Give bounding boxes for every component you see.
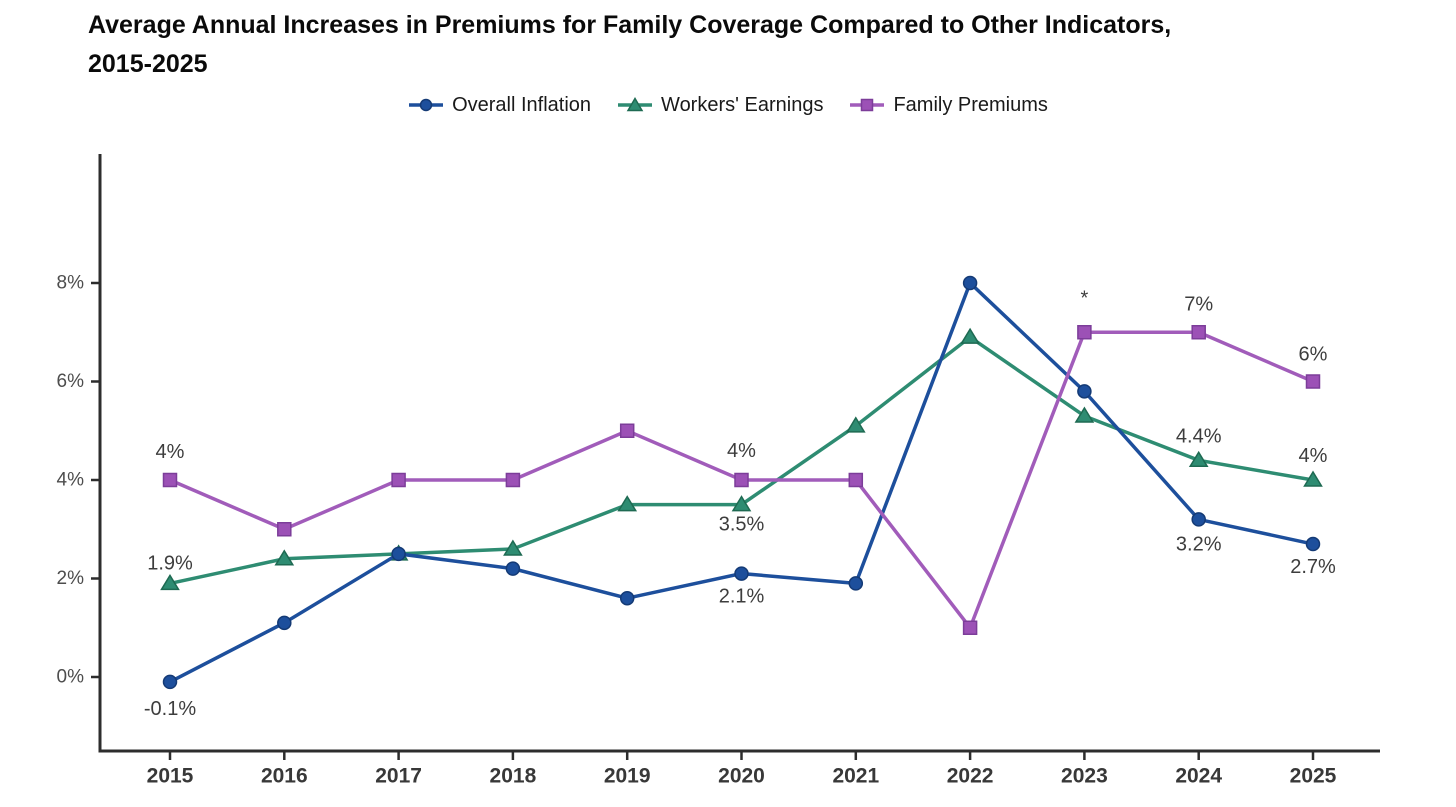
x-tick-label: 2017 [375, 765, 422, 788]
data-point-triangle [731, 495, 752, 512]
data-point-circle [1305, 536, 1321, 552]
legend-item-family-premiums: Family Premiums [849, 93, 1048, 117]
x-tick-label: 2019 [604, 765, 651, 788]
legend-marker-square-icon [850, 98, 885, 112]
point-label: 3.2% [1176, 533, 1222, 555]
chart-title-line2: 2015-2025 [88, 50, 208, 78]
x-tick-label: 2024 [1175, 765, 1222, 788]
chart-legend: Overall Inflation Workers' Earnings Family… [0, 90, 1456, 120]
chart-title: Average Annual Increases in Premiums for… [88, 6, 1428, 84]
legend-marker-circle-icon [409, 98, 444, 112]
legend-item-overall-inflation: Overall Inflation [408, 94, 591, 117]
point-label: 2.1% [719, 586, 765, 608]
legend-label: Overall Inflation [452, 93, 592, 116]
y-tick-label: 2% [57, 568, 85, 589]
point-label: -0.1% [144, 698, 196, 720]
point-label: 1.9% [147, 552, 193, 574]
data-point-square [162, 472, 178, 488]
data-point-circle [1191, 512, 1206, 527]
data-point-square [848, 472, 864, 488]
data-point-triangle [1188, 450, 1209, 468]
data-point-circle [734, 566, 749, 581]
data-point-triangle [617, 495, 638, 512]
x-tick-label: 2023 [1061, 765, 1108, 788]
legend-label: Workers' Earnings [661, 93, 824, 116]
legend-marker-triangle-icon [618, 97, 653, 112]
data-point-triangle [160, 573, 180, 591]
data-point-square [734, 472, 749, 488]
y-tick-label: 6% [57, 371, 85, 392]
point-label: 2.7% [1290, 556, 1336, 578]
point-label: 4.4% [1176, 425, 1222, 447]
point-label: 7% [1184, 293, 1213, 315]
point-label: 4% [727, 440, 756, 462]
x-tick-label: 2018 [490, 765, 537, 788]
x-tick-label: 2020 [718, 765, 765, 788]
data-point-circle [505, 561, 521, 576]
data-point-square [391, 472, 406, 488]
data-point-triangle [1303, 470, 1323, 487]
point-label: * [1081, 287, 1089, 309]
data-point-square [619, 423, 635, 438]
x-tick-label: 2025 [1290, 765, 1337, 788]
legend-item-workers-earnings: Workers' Earnings [617, 94, 823, 117]
point-label: 4% [156, 441, 185, 463]
point-label: 4% [1299, 445, 1328, 467]
data-point-triangle [960, 327, 980, 344]
data-point-circle [162, 674, 178, 690]
data-point-triangle [503, 539, 523, 556]
data-point-circle [619, 590, 635, 606]
data-point-triangle [845, 416, 866, 433]
point-label: 6% [1299, 344, 1328, 366]
y-tick-label: 0% [57, 667, 85, 688]
data-point-square [1305, 374, 1321, 389]
y-tick-label: 8% [57, 273, 85, 294]
data-point-circle [962, 275, 978, 291]
legend-label: Family Premiums [893, 93, 1048, 116]
data-point-square [962, 620, 978, 635]
data-point-circle [848, 576, 864, 591]
data-point-square [1191, 325, 1206, 340]
data-point-square [505, 472, 521, 488]
data-point-triangle [274, 549, 295, 566]
data-point-square [1077, 325, 1092, 340]
point-label: 3.5% [719, 514, 765, 536]
x-tick-label: 2021 [832, 765, 879, 788]
data-point-triangle [1074, 406, 1095, 423]
x-tick-label: 2015 [147, 765, 194, 788]
data-point-circle [1077, 384, 1092, 399]
data-point-circle [391, 546, 406, 562]
x-tick-label: 2022 [947, 765, 994, 788]
y-tick-label: 4% [57, 470, 85, 491]
data-point-circle [277, 615, 292, 631]
chart-title-line1: Average Annual Increases in Premiums for… [88, 11, 1172, 39]
data-point-square [277, 522, 292, 537]
x-tick-label: 2016 [261, 765, 308, 788]
